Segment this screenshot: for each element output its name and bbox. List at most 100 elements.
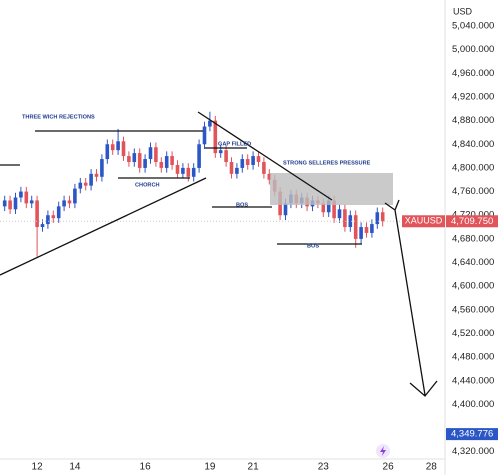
candle-body bbox=[137, 153, 142, 168]
drawings: THREE WICH REJECTIONS CHORCH GAP FILLED … bbox=[0, 111, 438, 397]
y-tick-label: 4,320.000 bbox=[452, 446, 494, 457]
candle-body bbox=[229, 162, 234, 174]
candle-body bbox=[62, 200, 66, 207]
candle-body bbox=[375, 212, 380, 225]
candle-body bbox=[56, 206, 61, 219]
candle-body bbox=[326, 200, 331, 213]
candle-body bbox=[370, 224, 374, 233]
candle-body bbox=[46, 215, 50, 225]
trend-line bbox=[197, 111, 333, 201]
x-tick-label: 21 bbox=[248, 462, 260, 473]
candle-body bbox=[24, 191, 29, 204]
candle-body bbox=[100, 159, 104, 177]
annotation: BOS bbox=[236, 202, 248, 208]
annotation: STRONG SELLERES PRESSURE bbox=[283, 160, 371, 166]
y-tick-label: 4,760.000 bbox=[452, 186, 494, 197]
candle-body bbox=[159, 162, 164, 168]
candle-body bbox=[154, 147, 158, 163]
candle-body bbox=[89, 173, 93, 186]
candle-body bbox=[224, 150, 228, 163]
candle-body bbox=[170, 156, 174, 165]
candle-body bbox=[337, 209, 342, 219]
candle-body bbox=[353, 215, 358, 239]
y-tick-label: 4,720.000 bbox=[452, 210, 494, 221]
candle-body bbox=[143, 159, 147, 168]
candle-body bbox=[191, 167, 196, 177]
marker-price-tag bbox=[446, 428, 498, 441]
candle-body bbox=[343, 209, 347, 228]
candle-body bbox=[148, 147, 153, 160]
x-tick-label: 16 bbox=[140, 462, 152, 473]
y-unit: USD bbox=[453, 6, 473, 16]
marker-price-label: 4,349.776 bbox=[451, 429, 493, 440]
candle-body bbox=[78, 182, 83, 189]
last-price-label: 4,709.750 bbox=[451, 216, 493, 227]
candle-body bbox=[67, 200, 72, 204]
candle-body bbox=[208, 120, 212, 127]
candle-body bbox=[235, 167, 239, 174]
y-tick-label: 4,640.000 bbox=[452, 257, 494, 268]
candle-body bbox=[256, 156, 261, 163]
candle-body bbox=[35, 200, 39, 228]
candle-body bbox=[321, 203, 326, 213]
candle-body bbox=[240, 159, 245, 168]
candle-body bbox=[380, 212, 385, 222]
last-price-tag bbox=[446, 215, 498, 228]
candle-body bbox=[83, 182, 88, 186]
candle-body bbox=[267, 173, 272, 180]
y-tick-label: 4,800.000 bbox=[452, 162, 494, 173]
y-tick-label: 4,920.000 bbox=[452, 91, 494, 102]
y-tick-label: 4,960.000 bbox=[452, 68, 494, 79]
candle-body bbox=[359, 227, 363, 239]
candle-body bbox=[13, 197, 18, 210]
candle-body bbox=[251, 156, 255, 165]
y-tick-label: 4,840.000 bbox=[452, 139, 494, 150]
x-tick-label: 14 bbox=[69, 462, 81, 473]
candle-body bbox=[8, 200, 12, 210]
annotation: BOS bbox=[307, 243, 319, 249]
symbol-label: XAUUSD bbox=[405, 216, 443, 226]
y-tick-label: 4,440.000 bbox=[452, 375, 494, 386]
annotation: GAP FILLED bbox=[218, 141, 251, 147]
alert-icon-bolt bbox=[380, 446, 386, 456]
candle-body bbox=[181, 167, 185, 174]
x-tick-label: 28 bbox=[426, 462, 438, 473]
annotation: THREE WICH REJECTIONS bbox=[22, 114, 95, 120]
y-tick-label: 4,520.000 bbox=[452, 328, 494, 339]
candle-body bbox=[19, 191, 23, 198]
candle-body bbox=[110, 144, 115, 151]
symbol-tag bbox=[402, 215, 445, 228]
candle-body bbox=[132, 153, 137, 163]
candle-body bbox=[121, 141, 126, 157]
y-tick-label: 4,560.000 bbox=[452, 304, 494, 315]
candle-body bbox=[127, 156, 131, 163]
candle-body bbox=[348, 215, 353, 228]
x-tick-label: 19 bbox=[204, 462, 216, 473]
y-tick-label: 5,040.000 bbox=[452, 21, 494, 32]
candle-body bbox=[51, 215, 56, 219]
x-tick-label: 12 bbox=[32, 462, 44, 473]
x-tick-label: 26 bbox=[383, 462, 395, 473]
y-tick-label: 4,680.000 bbox=[452, 233, 494, 244]
y-tick-label: 5,000.000 bbox=[452, 44, 494, 55]
candle-body bbox=[364, 227, 369, 233]
candle-body bbox=[105, 144, 110, 160]
candle-body bbox=[94, 173, 99, 177]
candle-body bbox=[175, 164, 180, 174]
y-tick-label: 4,880.000 bbox=[452, 115, 494, 126]
candle-body bbox=[164, 156, 169, 168]
candle-body bbox=[213, 120, 218, 154]
candle-body bbox=[202, 126, 207, 145]
candle-body bbox=[332, 200, 336, 219]
trend-line bbox=[0, 177, 207, 276]
y-tick-label: 4,480.000 bbox=[452, 352, 494, 363]
candle-body bbox=[40, 224, 45, 228]
candle-body bbox=[186, 167, 191, 177]
candle-body bbox=[2, 200, 7, 207]
candle-body bbox=[245, 159, 250, 165]
forecast-arrow bbox=[384, 199, 438, 397]
annotation: CHORCH bbox=[135, 182, 160, 188]
candle-body bbox=[283, 203, 288, 216]
y-tick-label: 4,400.000 bbox=[452, 399, 494, 410]
